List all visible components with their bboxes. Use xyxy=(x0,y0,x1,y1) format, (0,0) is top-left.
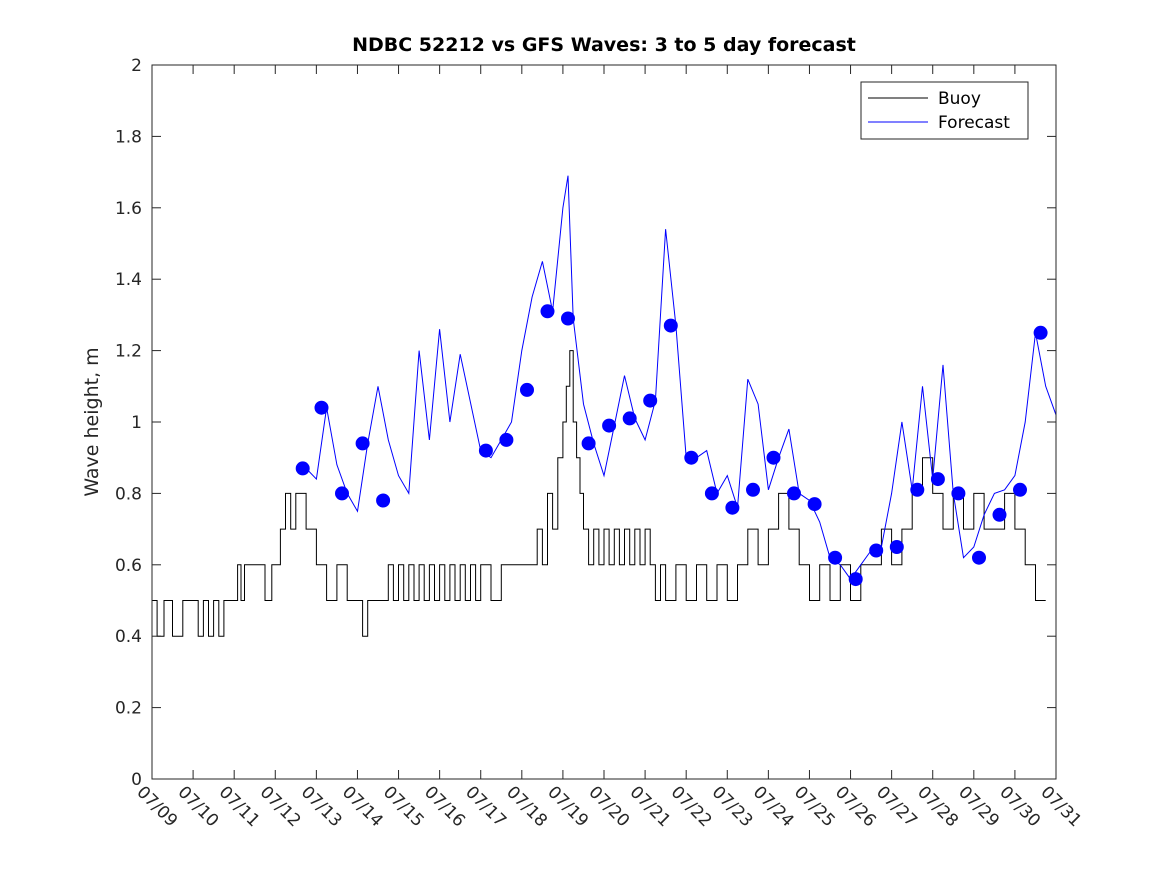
forecast-point xyxy=(643,393,658,408)
y-tick-label: 0 xyxy=(131,770,142,790)
forecast-point xyxy=(355,436,370,451)
forecast-point xyxy=(314,400,329,415)
marker-layer xyxy=(295,304,1048,587)
y-tick-label: 1.8 xyxy=(115,127,142,147)
forecast-point xyxy=(540,304,555,319)
forecast-point xyxy=(992,507,1007,522)
y-axis-label: Wave height, m xyxy=(81,347,103,496)
forecast-point xyxy=(951,486,966,501)
legend-label-buoy: Buoy xyxy=(938,89,981,109)
forecast-point xyxy=(561,311,575,326)
series-line-buoy xyxy=(152,350,1046,637)
forecast-point xyxy=(930,472,945,487)
forecast-point xyxy=(725,500,740,515)
forecast-point xyxy=(807,497,822,512)
forecast-point xyxy=(622,411,637,426)
forecast-point xyxy=(520,382,534,397)
forecast-point xyxy=(602,418,617,433)
legend-label-forecast: Forecast xyxy=(938,113,1010,133)
forecast-point xyxy=(746,482,760,497)
y-tick-label: 1.4 xyxy=(115,270,142,290)
forecast-point xyxy=(1033,325,1048,340)
forecast-point xyxy=(376,493,391,508)
chart-title: NDBC 52212 vs GFS Waves: 3 to 5 day fore… xyxy=(352,34,856,56)
forecast-point xyxy=(828,550,843,565)
forecast-point xyxy=(972,550,986,565)
y-tick-label: 0.8 xyxy=(115,484,142,504)
forecast-point xyxy=(295,461,310,476)
y-tick-label: 1.6 xyxy=(115,199,142,219)
forecast-point xyxy=(910,482,925,497)
forecast-point xyxy=(478,443,493,458)
y-tick-label: 0.2 xyxy=(115,699,142,719)
forecast-point xyxy=(684,450,699,465)
series-line-forecast xyxy=(305,175,1057,580)
forecast-point xyxy=(1013,482,1027,497)
y-tick-label: 0.4 xyxy=(115,627,142,647)
forecast-point xyxy=(766,450,781,465)
forecast-point xyxy=(848,572,863,587)
y-tick-label: 2 xyxy=(131,56,142,76)
legend-box xyxy=(860,81,1029,140)
forecast-point xyxy=(869,543,884,558)
forecast-point xyxy=(335,486,349,501)
y-tick-label: 0.6 xyxy=(115,556,142,576)
legend: Buoy Forecast xyxy=(860,81,1029,140)
forecast-point xyxy=(581,436,596,451)
forecast-point xyxy=(787,486,801,501)
forecast-point xyxy=(499,432,514,447)
y-tick-label: 1.2 xyxy=(115,342,142,362)
series-layer xyxy=(152,175,1057,637)
forecast-point xyxy=(889,540,904,554)
y-tick-label: 1 xyxy=(131,413,142,433)
forecast-point xyxy=(663,318,678,333)
forecast-point xyxy=(704,486,719,501)
